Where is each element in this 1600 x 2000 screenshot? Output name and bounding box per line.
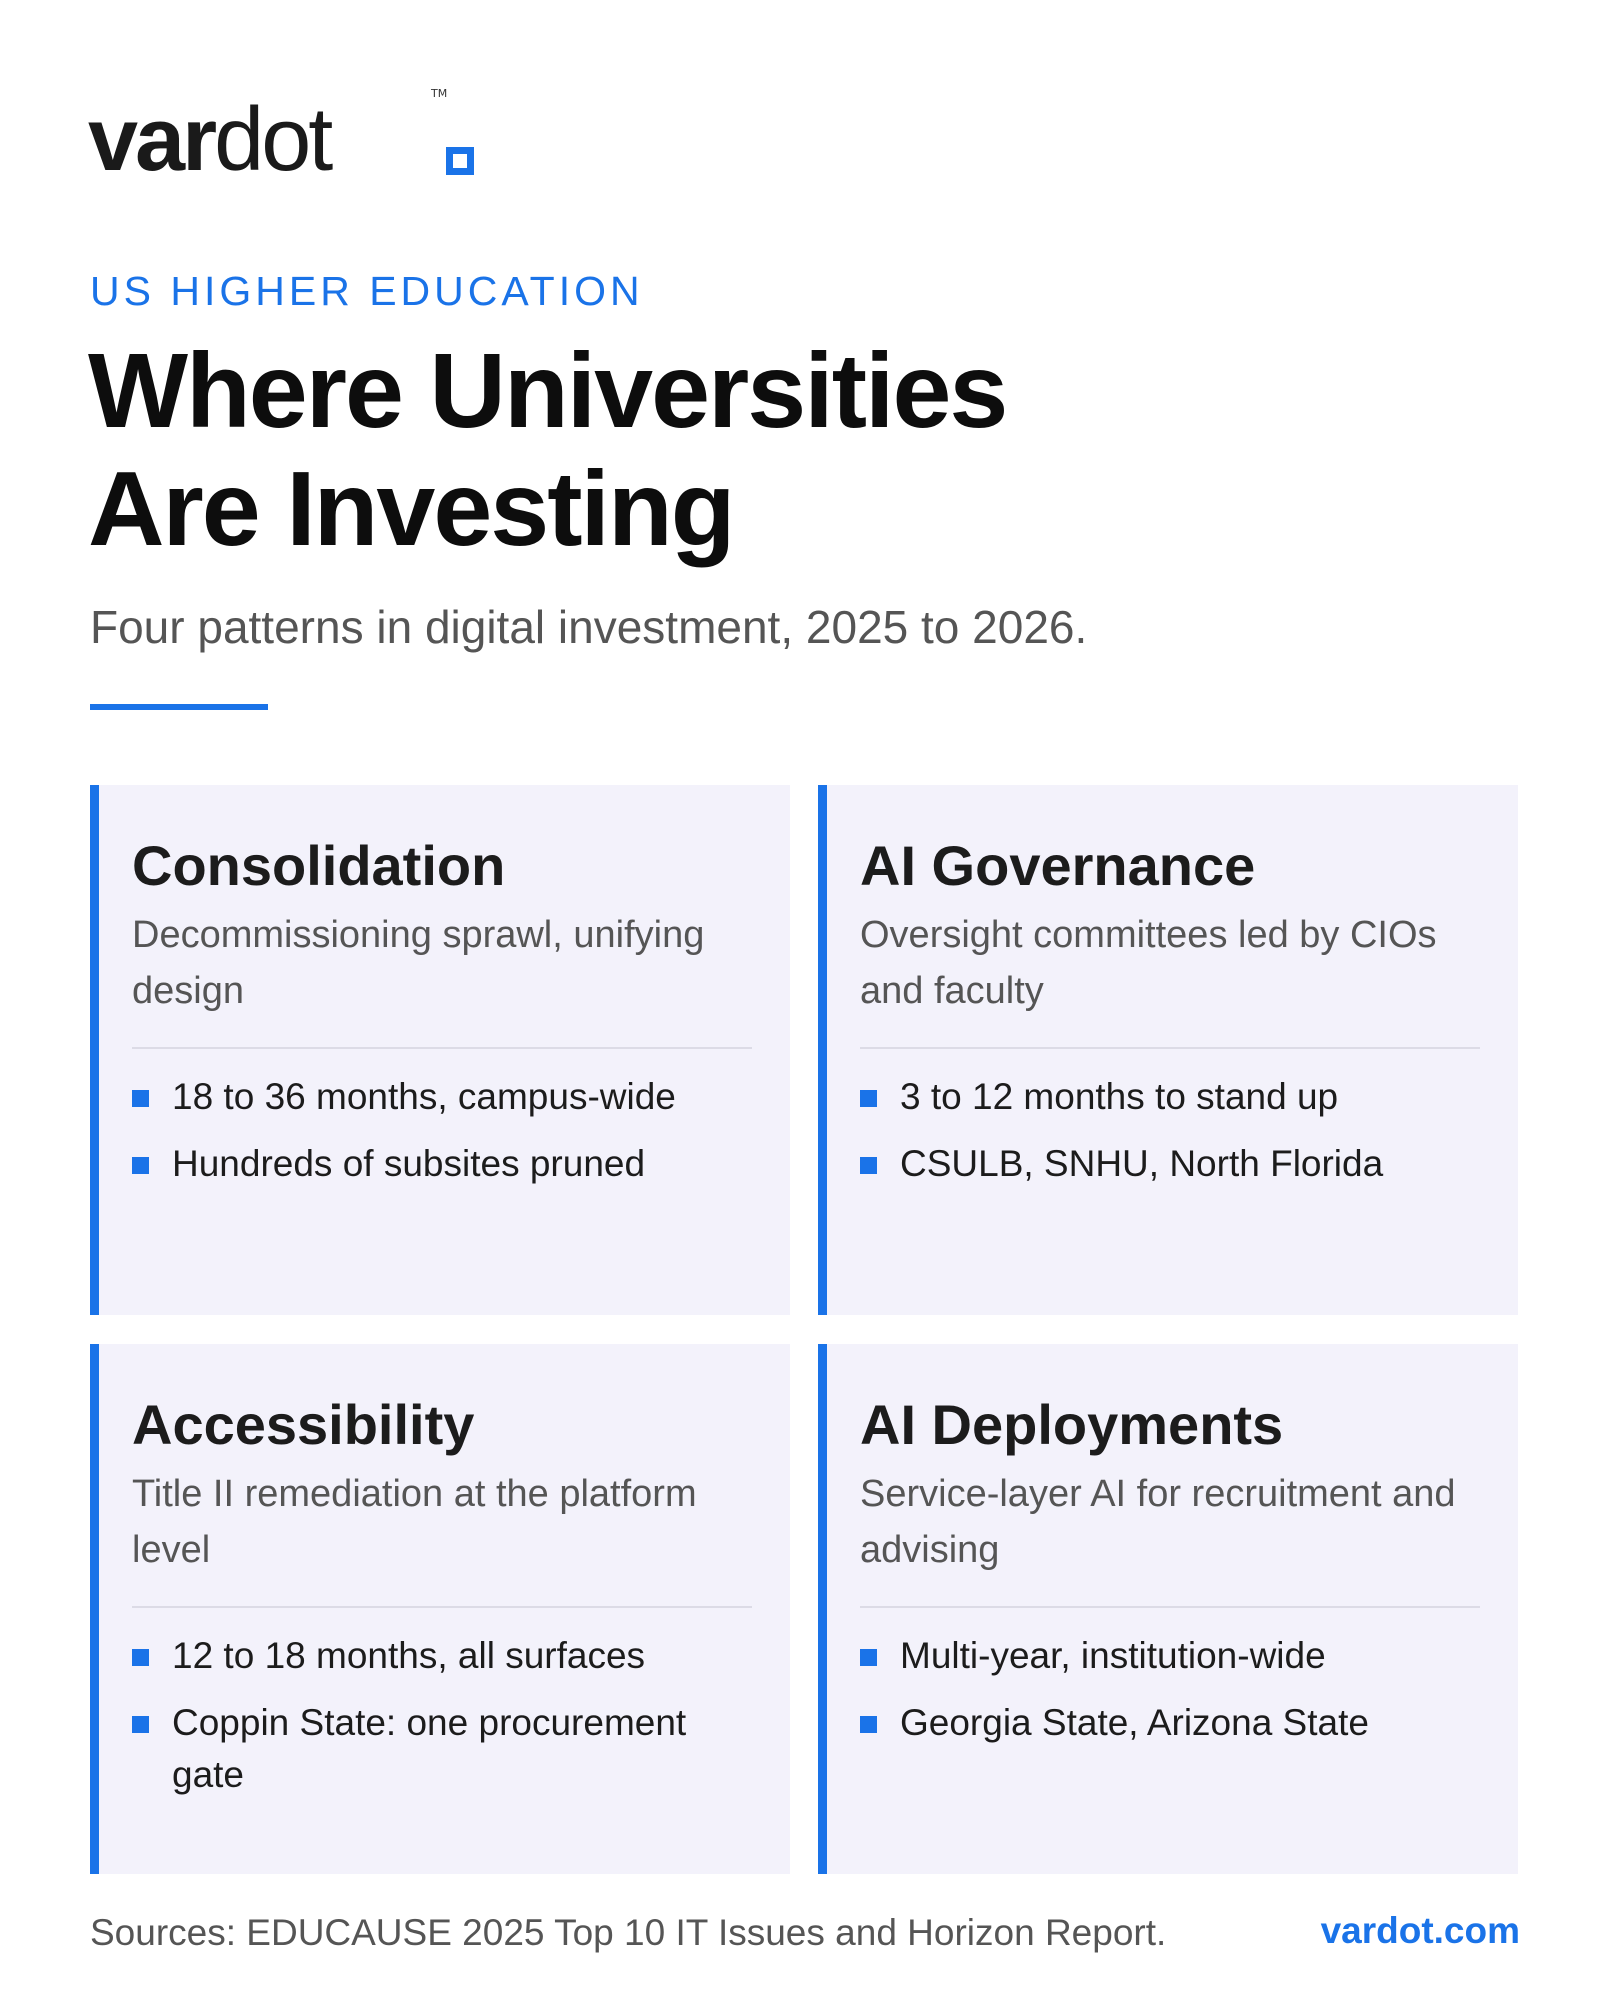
bullet-list: Multi-year, institution-wide Georgia Sta… — [860, 1630, 1482, 1749]
bullet-item: Hundreds of subsites pruned — [132, 1138, 762, 1190]
card-title: AI Deployments — [860, 1393, 1284, 1456]
square-bullet-icon — [132, 1649, 149, 1666]
card-divider — [860, 1047, 1480, 1049]
square-bullet-icon — [860, 1649, 877, 1666]
sources-note: Sources: EDUCAUSE 2025 Top 10 IT Issues … — [90, 1912, 1167, 1953]
square-bullet-icon — [860, 1090, 877, 1107]
square-bullet-icon — [132, 1716, 149, 1733]
card-description: Oversight committees led by CIOs and fac… — [860, 914, 1437, 1012]
square-bullet-icon — [860, 1716, 877, 1733]
card-description: Service-layer AI for recruitment and adv… — [860, 1473, 1456, 1571]
card-title: AI Governance — [860, 834, 1256, 897]
page-title: Where Universities Are Investing — [88, 332, 1008, 568]
bullet-item: CSULB, SNHU, North Florida — [860, 1138, 1490, 1190]
card-ai-deployments: AI Deployments Service-layer AI for recr… — [818, 1344, 1518, 1874]
bullet-item: Coppin State: one procurement gate — [132, 1697, 762, 1801]
logo-trademark: TM — [431, 87, 448, 100]
eyebrow-label: US HIGHER EDUCATION — [90, 268, 644, 314]
square-bullet-icon — [860, 1157, 877, 1174]
card-ai-governance: AI Governance Oversight committees led b… — [818, 785, 1518, 1315]
title-line-2: Are Investing — [88, 450, 736, 568]
logo-wordmark: vardot — [88, 90, 333, 190]
vardot-link[interactable]: vardot.com — [1320, 1910, 1520, 1951]
bullet-item: 18 to 36 months, campus-wide — [132, 1071, 762, 1123]
card-description: Title II remediation at the platform lev… — [132, 1473, 697, 1571]
square-bullet-icon — [132, 1090, 149, 1107]
card-title: Accessibility — [132, 1393, 475, 1456]
card-divider — [860, 1606, 1480, 1608]
bullet-list: 12 to 18 months, all surfaces Coppin Sta… — [132, 1630, 754, 1801]
accent-divider — [90, 704, 268, 710]
title-line-1: Where Universities — [88, 332, 1008, 450]
card-accessibility: Accessibility Title II remediation at th… — [90, 1344, 790, 1874]
bullet-list: 3 to 12 months to stand up CSULB, SNHU, … — [860, 1071, 1482, 1190]
vardot-logo: vardot TM — [88, 87, 474, 185]
logo-square-icon — [446, 147, 474, 175]
bullet-item: Multi-year, institution-wide — [860, 1630, 1490, 1682]
card-description: Decommissioning sprawl, unifying design — [132, 914, 705, 1012]
card-consolidation: Consolidation Decommissioning sprawl, un… — [90, 785, 790, 1315]
card-title: Consolidation — [132, 834, 506, 897]
bullet-list: 18 to 36 months, campus-wide Hundreds of… — [132, 1071, 754, 1190]
card-divider — [132, 1606, 752, 1608]
square-bullet-icon — [132, 1157, 149, 1174]
page-subtitle: Four patterns in digital investment, 202… — [90, 601, 1088, 653]
bullet-item: 12 to 18 months, all surfaces — [132, 1630, 762, 1682]
bullet-item: 3 to 12 months to stand up — [860, 1071, 1490, 1123]
card-divider — [132, 1047, 752, 1049]
bullet-item: Georgia State, Arizona State — [860, 1697, 1490, 1749]
